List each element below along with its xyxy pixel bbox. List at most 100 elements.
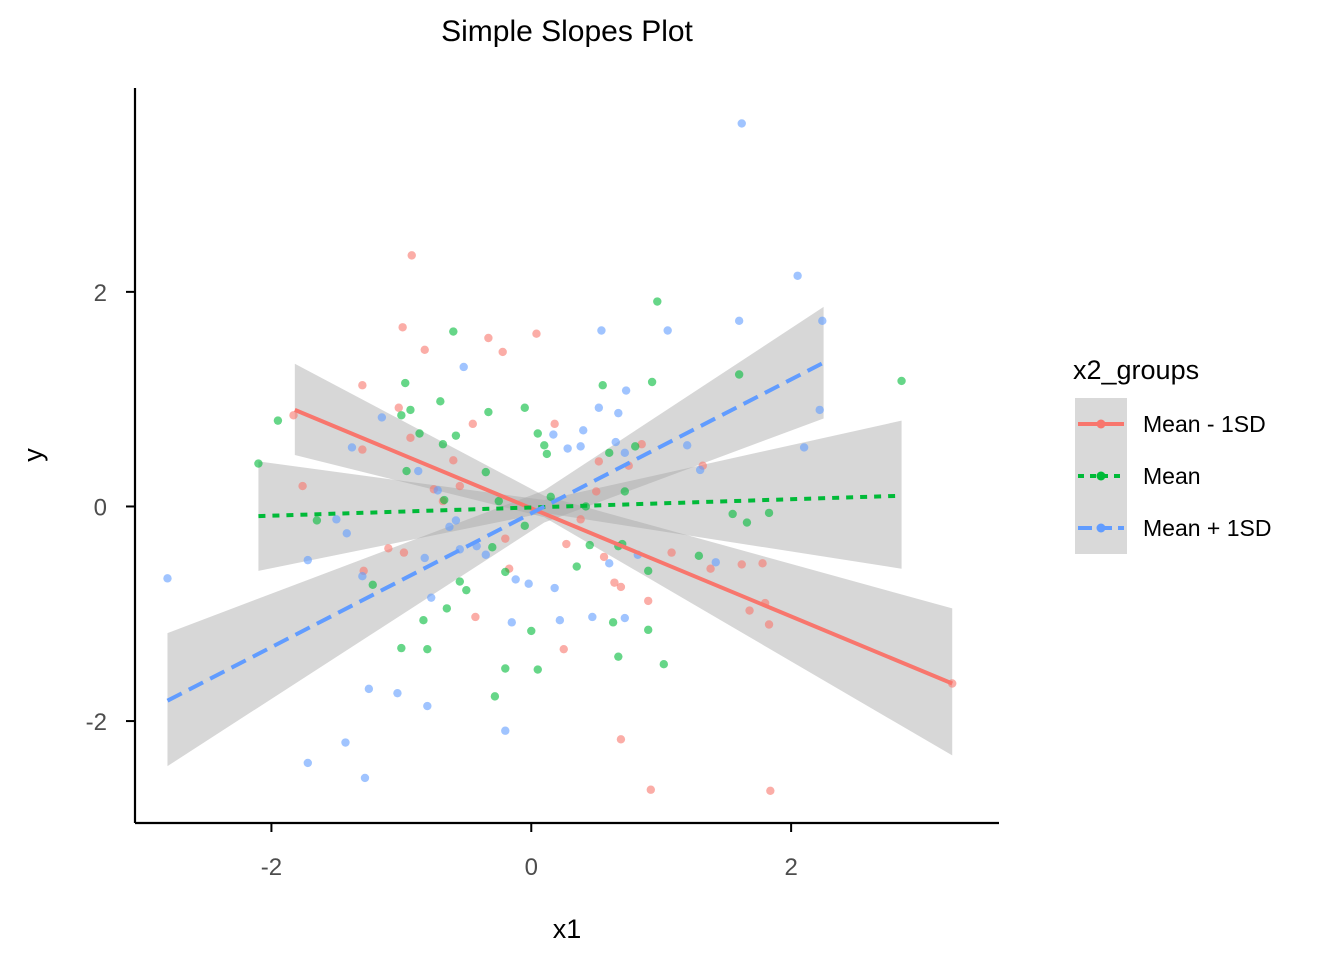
point-mean-1sd <box>451 516 461 525</box>
y-axis-ticks: -2 0 2 <box>86 280 135 736</box>
point-mean-1sd <box>420 553 429 563</box>
point-mean-1sd <box>347 443 357 452</box>
point-mean-1sd <box>611 437 620 447</box>
point-mean-1sd <box>398 323 407 332</box>
legend-label: Mean <box>1143 463 1201 489</box>
point-mean-1sd <box>734 316 744 326</box>
y-axis-title: y <box>18 448 48 462</box>
point-mean <box>438 440 448 449</box>
point-mean-1sd <box>332 515 341 524</box>
point-mean <box>273 416 283 425</box>
point-mean-1sd <box>481 550 490 559</box>
point-mean-1sd <box>423 701 432 711</box>
point-mean <box>501 664 510 673</box>
y-tick-label: 0 <box>94 494 107 521</box>
point-mean-1sd <box>766 786 775 796</box>
point-mean-1sd <box>594 403 604 412</box>
point-mean <box>540 441 549 450</box>
point-mean-1sd <box>501 534 510 543</box>
point-mean-1sd <box>498 347 507 357</box>
point-mean <box>501 567 510 577</box>
point-mean-1sd <box>399 548 409 557</box>
point-mean-1sd <box>427 593 436 602</box>
point-mean <box>455 577 465 586</box>
point-mean-1sd <box>621 386 631 395</box>
point-mean-1sd <box>682 441 692 450</box>
point-mean <box>488 543 497 552</box>
point-mean <box>419 616 428 625</box>
point-mean-1sd <box>433 486 442 495</box>
legend-key-point <box>1096 471 1106 481</box>
point-mean <box>481 467 490 477</box>
point-mean-1sd <box>562 539 571 549</box>
point-mean-1sd <box>445 522 454 532</box>
point-mean-1sd <box>592 487 601 496</box>
point-mean <box>397 643 406 653</box>
point-mean-1sd <box>501 726 510 735</box>
point-mean-1sd <box>579 426 588 435</box>
point-mean <box>742 518 752 527</box>
point-mean <box>572 562 581 571</box>
fit-line-mean-1sd <box>166 360 825 703</box>
point-mean <box>728 509 737 519</box>
point-mean-1sd <box>737 560 746 569</box>
point-mean-1sd <box>576 442 585 451</box>
scatter-points <box>163 119 957 796</box>
x-axis-title: x1 <box>553 914 582 944</box>
point-mean-1sd <box>597 326 606 335</box>
point-mean-1sd <box>550 419 559 429</box>
point-mean-1sd <box>455 481 465 491</box>
point-mean <box>254 459 263 468</box>
point-mean-1sd <box>303 555 312 565</box>
point-mean <box>494 496 503 506</box>
point-mean-1sd <box>484 333 493 343</box>
point-mean-1sd <box>360 773 370 783</box>
point-mean-1sd <box>663 326 672 335</box>
point-mean <box>764 508 774 518</box>
point-mean-1sd <box>667 548 676 557</box>
confidence-band-mean <box>258 420 902 571</box>
point-mean-1sd <box>594 457 604 466</box>
point-mean-1sd <box>620 613 630 623</box>
point-mean-1sd <box>342 529 351 538</box>
point-mean-1sd <box>758 559 767 568</box>
point-mean <box>631 442 640 451</box>
point-mean <box>406 405 415 415</box>
point-mean-1sd <box>818 316 827 326</box>
point-mean-1sd <box>799 443 809 452</box>
point-mean-1sd <box>511 575 520 584</box>
point-mean-1sd <box>550 583 559 593</box>
point-mean-1sd <box>507 618 516 627</box>
point-mean-1sd <box>555 616 565 625</box>
point-mean-1sd <box>358 381 367 390</box>
point-mean <box>659 659 668 669</box>
point-mean <box>462 585 471 595</box>
point-mean <box>644 566 653 576</box>
point-mean <box>440 495 449 505</box>
point-mean <box>402 466 411 476</box>
point-mean-1sd <box>644 596 653 606</box>
chart-title: Simple Slopes Plot <box>441 15 693 48</box>
y-tick-label: 2 <box>94 280 107 307</box>
point-mean <box>614 652 623 661</box>
point-mean <box>542 449 552 459</box>
point-mean <box>490 692 500 701</box>
x-tick-label: 2 <box>784 854 797 881</box>
point-mean-1sd <box>646 785 656 794</box>
point-mean-1sd <box>588 612 597 622</box>
point-mean-1sd <box>384 544 393 553</box>
legend-item-mean-1sd: Mean + 1SD <box>1075 502 1272 554</box>
legend-label: Mean + 1SD <box>1143 515 1272 541</box>
point-mean <box>451 431 461 440</box>
legend-item-mean: Mean <box>1075 450 1201 502</box>
fit-line-mean-1sd <box>294 408 953 686</box>
point-mean <box>423 644 432 654</box>
point-mean-1sd <box>364 684 374 694</box>
point-mean <box>436 397 445 406</box>
point-mean <box>734 370 744 379</box>
point-mean-1sd <box>695 465 705 475</box>
point-mean-1sd <box>616 735 626 744</box>
x-tick-label: 0 <box>525 854 538 881</box>
point-mean-1sd <box>524 579 533 588</box>
point-mean-1sd <box>289 411 298 420</box>
